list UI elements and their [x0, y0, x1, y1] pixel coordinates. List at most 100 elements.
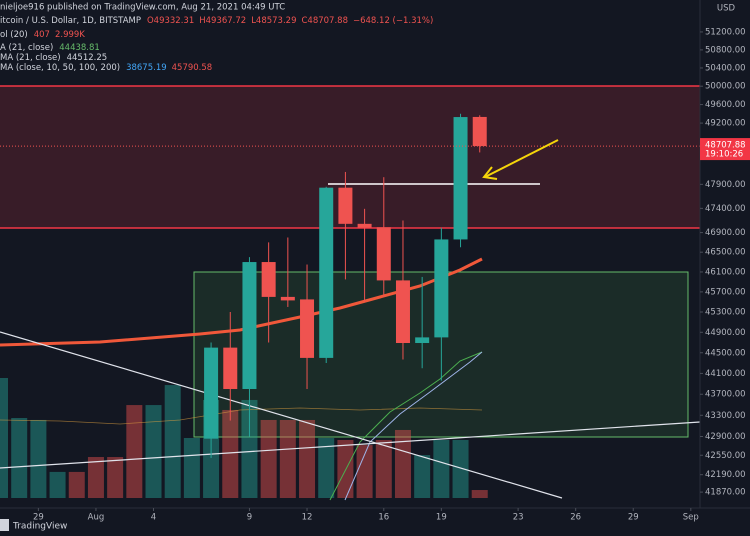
- y-tick-label: 49200.00: [705, 119, 746, 129]
- candle-body: [223, 347, 238, 390]
- footer: TradingView: [0, 519, 67, 532]
- x-tick-label: Aug: [88, 513, 105, 523]
- y-tick-label: 41870.00: [705, 488, 746, 498]
- indicator-line: ol (20) 407 2.999K: [0, 30, 85, 40]
- candle-body: [338, 187, 353, 224]
- volume-bar: [126, 405, 143, 498]
- volume-bar: [318, 438, 335, 498]
- y-tick-label: 44100.00: [705, 369, 746, 379]
- y-tick-label: 50800.00: [705, 45, 746, 55]
- volume-bar: [241, 399, 258, 498]
- moving-average: [329, 351, 483, 501]
- y-tick-label: 42190.00: [705, 470, 746, 480]
- arrow-head: [482, 166, 498, 180]
- ohlc-low: L48573.29: [251, 16, 296, 26]
- countdown-label: 19:10:26: [705, 150, 743, 160]
- candle-body: [357, 223, 372, 228]
- candle-body: [415, 337, 430, 344]
- y-tick-label: 47400.00: [705, 204, 746, 214]
- last-price-box: [700, 138, 750, 161]
- ohlc-close: C48707.88: [301, 16, 348, 26]
- candle-body: [453, 117, 468, 240]
- indicator-line: MA (close, 10, 50, 100, 200) 38675.19 4579…: [0, 63, 212, 73]
- x-tick-label: 26: [570, 513, 581, 523]
- y-tick-label: 42550.00: [705, 451, 746, 461]
- ohlc-change: −648.12 (−1.31%): [353, 16, 433, 26]
- volume-bar: [49, 471, 66, 498]
- y-tick-label: 44500.00: [705, 348, 746, 358]
- volume-bar: [87, 457, 104, 498]
- candle-body: [395, 280, 410, 344]
- y-tick-label: 43700.00: [705, 390, 746, 400]
- indicator-value: 2.999K: [55, 30, 85, 40]
- arrow: [482, 139, 559, 180]
- candle-body: [376, 227, 391, 281]
- candle-body: [434, 239, 449, 338]
- y-tick-label: 50000.00: [705, 82, 746, 92]
- indicator-value: 45790.58: [172, 63, 213, 73]
- volume-bar: [164, 385, 181, 498]
- candle-body: [300, 299, 315, 358]
- indicator-name: ol (20): [0, 30, 28, 40]
- logo-mark: [0, 519, 9, 531]
- x-tick-label: 23: [513, 513, 524, 523]
- volume-bar: [356, 445, 373, 498]
- y-tick-label: 45300.00: [705, 307, 746, 317]
- volume-bar: [145, 405, 162, 498]
- candle-body: [319, 187, 334, 358]
- volume-bar: [414, 455, 431, 498]
- ohlc-high: H49367.72: [199, 16, 246, 26]
- indicator-line: A (21, close) 44438.81: [0, 43, 100, 53]
- moving-average: [344, 351, 483, 501]
- symbol: itcoin / U.S. Dollar, 1D, BITSTAMP: [0, 16, 141, 26]
- indicator-value: 407: [34, 30, 50, 40]
- volume-bar: [11, 418, 28, 498]
- candle-body: [204, 347, 219, 439]
- x-tick-label: 9: [247, 513, 252, 523]
- volume-bar: [452, 439, 469, 498]
- volume-bar: [471, 490, 488, 498]
- candle-body: [472, 116, 487, 147]
- volume-bar: [107, 457, 124, 498]
- volume-bar: [433, 439, 450, 498]
- x-tick-label: 19: [436, 513, 447, 523]
- candle-body: [261, 262, 276, 297]
- axes: 51200.00 50800.00 50400.00 50000.00 49600.00…: [33, 27, 750, 523]
- y-tick-label: 45700.00: [705, 287, 746, 297]
- candle-body: [280, 296, 295, 301]
- volume-bar: [183, 438, 200, 498]
- volume-bar: [260, 419, 277, 498]
- y-tick-label: 46100.00: [705, 267, 746, 277]
- published-line: nieljoe916 published on TradingView.com,…: [0, 3, 285, 13]
- y-tick-label: 43300.00: [705, 411, 746, 421]
- y-tick-label: 51200.00: [705, 27, 746, 37]
- x-tick-label: 12: [302, 513, 313, 523]
- y-tick-label: 44900.00: [705, 328, 746, 338]
- y-tick-label: 50400.00: [705, 63, 746, 73]
- volume-bar: [68, 471, 85, 498]
- trend-line: [0, 331, 563, 499]
- logo-text: TradingView: [12, 522, 67, 532]
- symbol-line: itcoin / U.S. Dollar, 1D, BITSTAMP O49332…: [0, 16, 433, 26]
- y-tick-label: 49600.00: [705, 100, 746, 110]
- x-tick-label: 29: [628, 513, 639, 523]
- volume-bar: [0, 378, 8, 498]
- candles: [0, 113, 700, 458]
- volume-bar: [279, 419, 296, 498]
- indicator-value: 44512.25: [67, 53, 108, 63]
- trend-line: [0, 421, 700, 469]
- ohlc-open: O49332.31: [147, 16, 194, 26]
- volume-bar: [337, 439, 354, 498]
- volume-bar: [299, 419, 316, 498]
- y-tick-label: 47900.00: [705, 180, 746, 190]
- x-tick-label: Sep: [683, 513, 699, 523]
- y-tick-label: 42900.00: [705, 432, 746, 442]
- volume-ma: [0, 407, 483, 425]
- last-price-label: 48707.88: [705, 141, 746, 151]
- indicator-line: MA (21, close) 44512.25: [0, 53, 107, 63]
- volume-bar: [394, 429, 411, 498]
- indicator-name: A (21, close): [0, 43, 53, 53]
- candle-body: [242, 262, 257, 390]
